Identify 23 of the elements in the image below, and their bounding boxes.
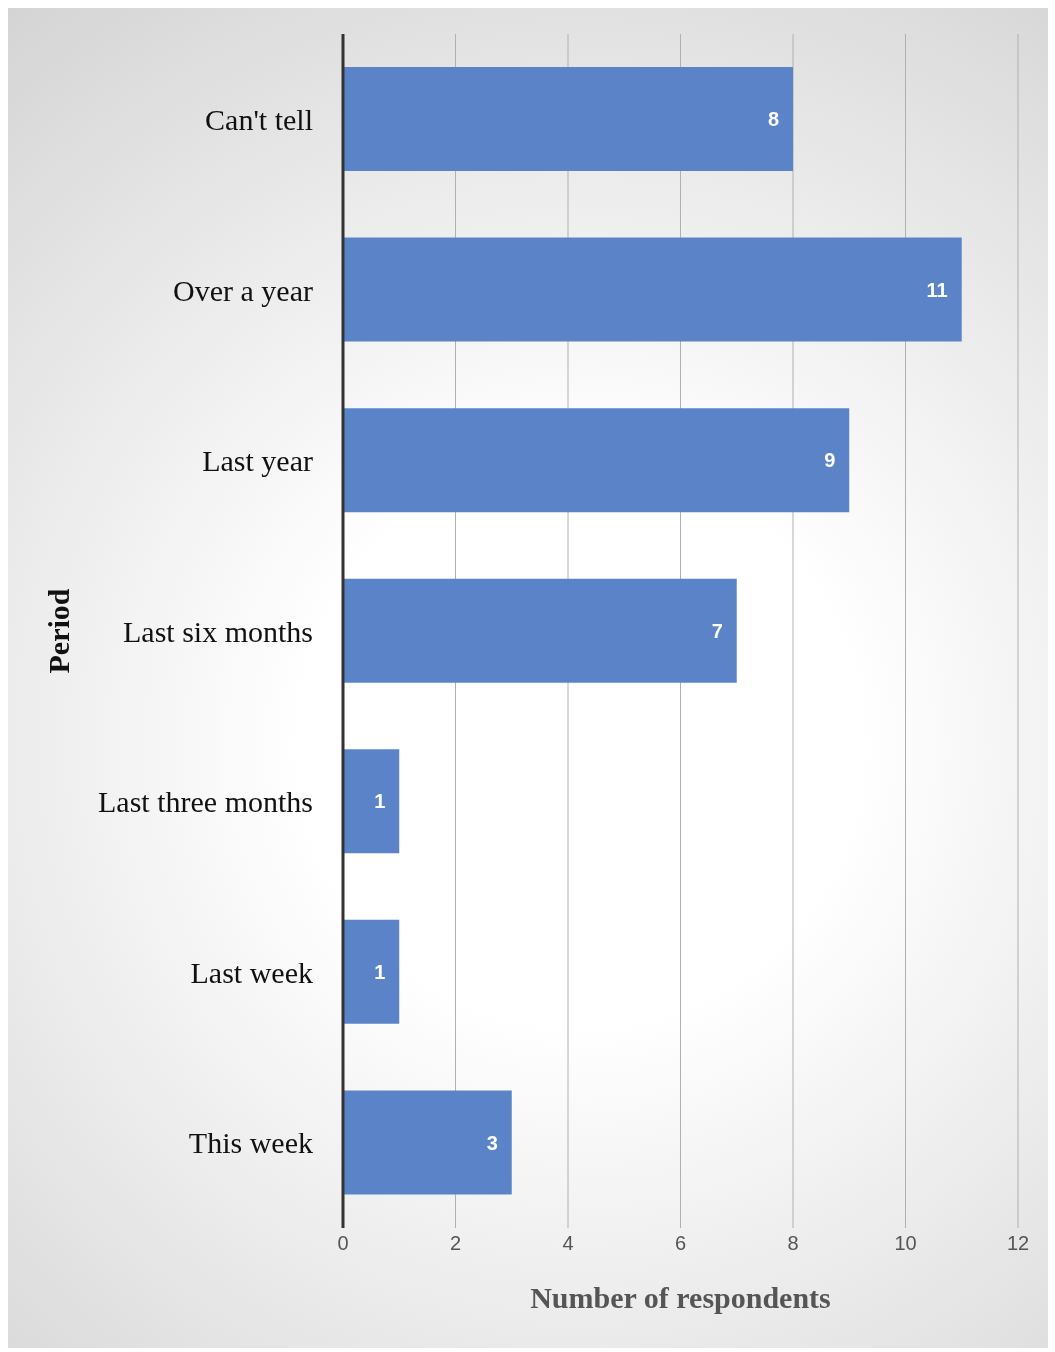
x-tick-label: 6 <box>674 1232 687 1255</box>
data-label: 3 <box>486 1131 498 1154</box>
y-tick-label: Over a year <box>173 273 313 307</box>
y-tick-label: Last year <box>202 444 313 478</box>
x-axis-title: Number of respondents <box>530 1281 831 1314</box>
data-label: 7 <box>711 619 723 642</box>
y-tick-label: This week <box>188 1126 313 1160</box>
y-tick-label: Last six months <box>122 614 313 648</box>
data-label: 1 <box>374 790 386 813</box>
data-label: 9 <box>824 449 836 472</box>
data-label: 11 <box>926 278 948 301</box>
y-tick-label: Last week <box>190 955 313 989</box>
x-tick-label: 12 <box>1006 1232 1030 1255</box>
data-label: 1 <box>374 960 386 983</box>
y-tick-label: Can't tell <box>205 102 313 136</box>
y-tick-label: Last three months <box>98 785 313 819</box>
x-tick-label: 10 <box>894 1232 917 1255</box>
y-axis-title: Period <box>41 588 75 674</box>
x-tick-label: 8 <box>787 1232 799 1255</box>
x-tick-label: 0 <box>337 1232 349 1255</box>
data-label: 8 <box>767 108 779 131</box>
x-tick-label: 2 <box>449 1232 462 1255</box>
x-tick-label: 4 <box>562 1232 574 1255</box>
